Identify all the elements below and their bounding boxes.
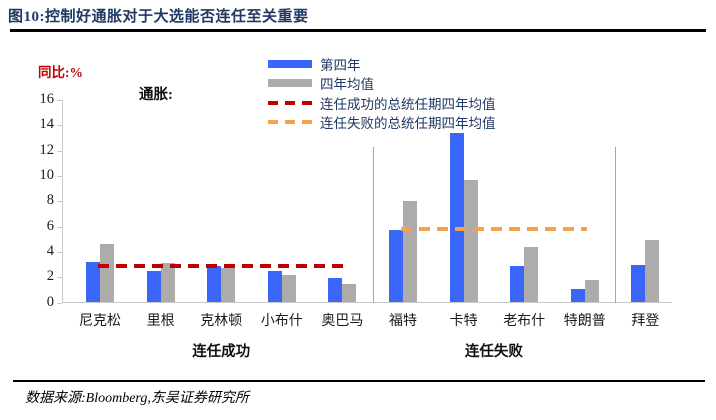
x-category-label: 拜登: [631, 314, 660, 329]
bar: [281, 274, 296, 303]
bar: [570, 288, 585, 303]
x-category-label: 尼克松: [79, 314, 121, 329]
reference-line: [98, 263, 345, 268]
category-group-separator: [615, 147, 617, 303]
y-tick-mark: [57, 226, 62, 228]
y-tick-label: 16: [39, 91, 55, 107]
legend-label: 连任成功的总统任期四年均值: [320, 96, 496, 112]
y-tick-label: 0: [46, 293, 54, 310]
bar: [389, 230, 403, 303]
category-group-separator: [372, 147, 374, 303]
y-tick-mark: [57, 201, 62, 203]
y-tick-mark: [57, 125, 62, 127]
bar: [584, 279, 599, 303]
x-category-label: 小布什: [260, 314, 303, 329]
legend-label: 四年均值: [320, 77, 374, 93]
reference-line: [401, 227, 587, 232]
y-tick-mark: [57, 251, 62, 253]
y-tick-mark: [57, 150, 62, 152]
bar: [463, 179, 478, 303]
y-tick-label: 10: [39, 166, 55, 183]
y-tick-label: 12: [39, 141, 55, 158]
x-category-label: 特朗普: [563, 314, 606, 329]
figure-title: 图10:控制好通胀对于大选能否连任至关重要: [8, 9, 309, 25]
y-tick-label: 4: [46, 242, 54, 259]
x-category-label: 里根: [146, 314, 175, 329]
bar: [100, 244, 114, 303]
bar: [207, 265, 222, 303]
bar: [86, 262, 100, 303]
y-tick-mark: [57, 302, 62, 304]
x-category-label: 克林顿: [200, 314, 243, 329]
title-rule: [10, 29, 706, 32]
bar: [221, 268, 236, 303]
chart-legend: 第四年四年均值连任成功的总统任期四年均值 连任失败的总统任期四年均值: [268, 54, 496, 132]
bar: [342, 283, 357, 303]
y-tick-label: 14: [39, 116, 55, 133]
x-category-label: 卡特: [449, 314, 478, 329]
legend-item: 连任成功的总统任期四年均值: [268, 93, 496, 113]
y-axis-line: [62, 100, 63, 303]
bar: [631, 264, 646, 303]
legend-dash-swatch: [268, 100, 312, 105]
bar: [160, 263, 175, 303]
x-category-label: 老布什: [503, 314, 546, 329]
bar: [328, 278, 343, 303]
bar: [146, 270, 161, 303]
bar: [645, 240, 660, 303]
bar: [267, 270, 282, 303]
x-category-label: 奥巴马: [321, 314, 364, 329]
x-category-label: 福特: [389, 314, 417, 329]
x-axis-line: [62, 302, 672, 303]
bar: [403, 201, 417, 303]
y-tick-mark: [57, 100, 62, 101]
bar: [524, 246, 539, 303]
inflation-label: 通胀:: [139, 87, 173, 103]
legend-label: 连任失败的总统任期四年均值: [320, 116, 496, 132]
y-tick-label: 6: [46, 217, 54, 234]
bar: [449, 132, 464, 303]
legend-bar-swatch: [268, 59, 312, 68]
group-label: 连任失败: [464, 344, 523, 360]
legend-item: 连任失败的总统任期四年均值: [268, 113, 496, 133]
legend-item: 四年均值: [268, 74, 496, 94]
legend-bar-swatch: [268, 79, 312, 88]
y-tick-mark: [57, 175, 62, 177]
legend-dash-swatch: [268, 120, 312, 125]
legend-item: 第四年: [268, 54, 496, 74]
footer-rule: [13, 380, 705, 382]
y-tick-label: 2: [46, 268, 54, 285]
bar: [510, 265, 525, 303]
group-label: 连任成功: [192, 344, 251, 360]
y-tick-label: 8: [46, 192, 54, 209]
data-source: 数据来源:Bloomberg,东吴证券研究所: [25, 391, 249, 406]
y-tick-mark: [57, 277, 62, 279]
legend-label: 第四年: [320, 57, 361, 73]
y-axis-unit-label: 同比:%: [38, 65, 83, 80]
